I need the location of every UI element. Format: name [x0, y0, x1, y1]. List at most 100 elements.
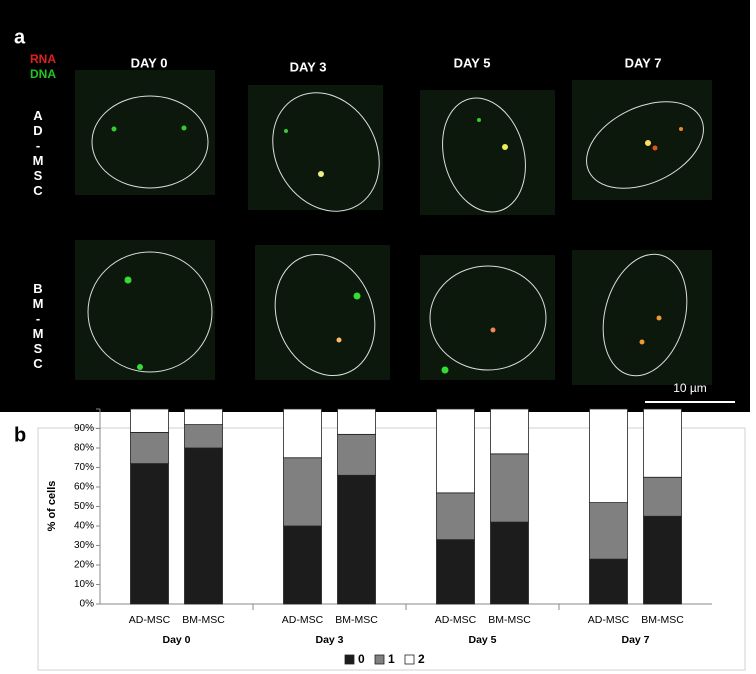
rna-spot	[656, 315, 662, 321]
x-tick-label: AD-MSC	[282, 614, 324, 626]
y-tick-label: 60%	[74, 482, 94, 493]
column-label: DAY 5	[454, 55, 491, 70]
row-label: B M -M S C	[33, 281, 44, 371]
x-tick-label: AD-MSC	[588, 614, 630, 626]
bar-segment	[283, 457, 322, 527]
y-tick-label: 90%	[74, 423, 94, 434]
bar-segment	[643, 408, 682, 478]
micrograph	[420, 255, 555, 380]
dna-spot	[441, 366, 449, 374]
nucleus-outlines	[87, 92, 704, 377]
nucleus-outline	[442, 97, 526, 213]
legend-label: 0	[358, 652, 365, 666]
dna-spot	[284, 129, 288, 133]
micrograph	[572, 250, 712, 385]
column-label: DAY 7	[625, 55, 662, 70]
x-tick-label: BM-MSC	[488, 614, 531, 626]
y-tick-label: 80%	[74, 443, 94, 454]
rna-spot	[490, 327, 496, 333]
bar-segment	[589, 408, 628, 503]
bar-segment	[436, 492, 475, 541]
dna-spot	[124, 276, 132, 284]
bar-segment	[589, 558, 628, 605]
x-tick-label: AD-MSC	[435, 614, 477, 626]
scale-bar-label: 10 µm	[673, 381, 707, 395]
bar-segment	[130, 463, 169, 605]
y-tick-label: 70%	[74, 462, 94, 473]
bar-segment	[184, 447, 223, 605]
signals	[111, 118, 683, 374]
micrograph	[75, 70, 215, 195]
x-tick-label: BM-MSC	[182, 614, 225, 626]
rna-spot	[639, 339, 645, 345]
rna-spot	[336, 337, 342, 343]
column-label: DAY 3	[290, 59, 327, 74]
bar-segment	[436, 539, 475, 605]
bar-segment	[490, 453, 529, 523]
legend-swatch	[344, 654, 355, 665]
bar-segment	[643, 476, 682, 517]
bar-segment	[490, 408, 529, 455]
bar-segment	[643, 515, 682, 605]
dna-spot	[353, 292, 361, 300]
group-label: Day 7	[621, 634, 649, 646]
panel-label: b	[14, 424, 26, 446]
legend-label: 1	[388, 652, 395, 666]
group-label: Day 5	[468, 634, 496, 646]
y-tick-label: 30%	[74, 540, 94, 551]
nucleus-outline	[87, 251, 213, 373]
legend-swatch	[404, 654, 415, 665]
x-tick-label: AD-MSC	[129, 614, 171, 626]
micrographs	[75, 70, 712, 385]
nucleus-outline	[602, 253, 688, 377]
y-tick-label: 10%	[74, 579, 94, 590]
bar-segment	[130, 408, 169, 433]
nucleus-outline	[272, 92, 380, 212]
y-tick-label: 40%	[74, 521, 94, 532]
bar-segment	[589, 502, 628, 560]
y-tick-label: 20%	[74, 560, 94, 571]
legend-swatch	[374, 654, 385, 665]
micrograph	[420, 90, 555, 215]
rna-spot	[645, 140, 651, 146]
rna-spot	[502, 144, 508, 150]
micrograph	[248, 85, 383, 210]
y-tick-label: 0%	[80, 599, 95, 610]
dna-spot	[181, 125, 187, 131]
rna-spot	[679, 127, 683, 131]
row-label: A D -M S C	[33, 108, 44, 198]
nucleus-outline	[586, 101, 704, 189]
dna-spot	[137, 364, 143, 370]
legend-label: 2	[418, 652, 425, 666]
micrograph	[75, 240, 215, 380]
group-label: Day 0	[162, 634, 190, 646]
y-tick-label: 100%	[68, 404, 94, 415]
rna-spot	[652, 145, 658, 151]
nucleus-outline	[91, 95, 209, 189]
panel-label: a	[14, 26, 26, 48]
bar-segment	[130, 431, 169, 464]
bar-segment	[436, 408, 475, 494]
bar-segment	[337, 474, 376, 605]
bar-segment	[184, 424, 223, 449]
bar-segment	[337, 408, 376, 435]
bar-segment	[490, 521, 529, 605]
y-axis-title: % of cells	[46, 481, 58, 532]
legend-entry: DNA	[30, 67, 56, 81]
bar-segment	[283, 525, 322, 605]
column-label: DAY 0	[131, 55, 168, 70]
bar-segment	[337, 433, 376, 476]
y-tick-label: 50%	[74, 501, 94, 512]
bar-segment	[283, 408, 322, 459]
x-tick-label: BM-MSC	[641, 614, 684, 626]
bar-segment	[184, 408, 223, 426]
group-label: Day 3	[315, 634, 343, 646]
nucleus-outline	[429, 265, 547, 371]
dna-spot	[477, 118, 481, 122]
dna-spot	[111, 126, 117, 132]
legend-entry: RNA	[30, 52, 56, 66]
micrograph	[255, 245, 390, 380]
nucleus-outline	[274, 253, 376, 377]
